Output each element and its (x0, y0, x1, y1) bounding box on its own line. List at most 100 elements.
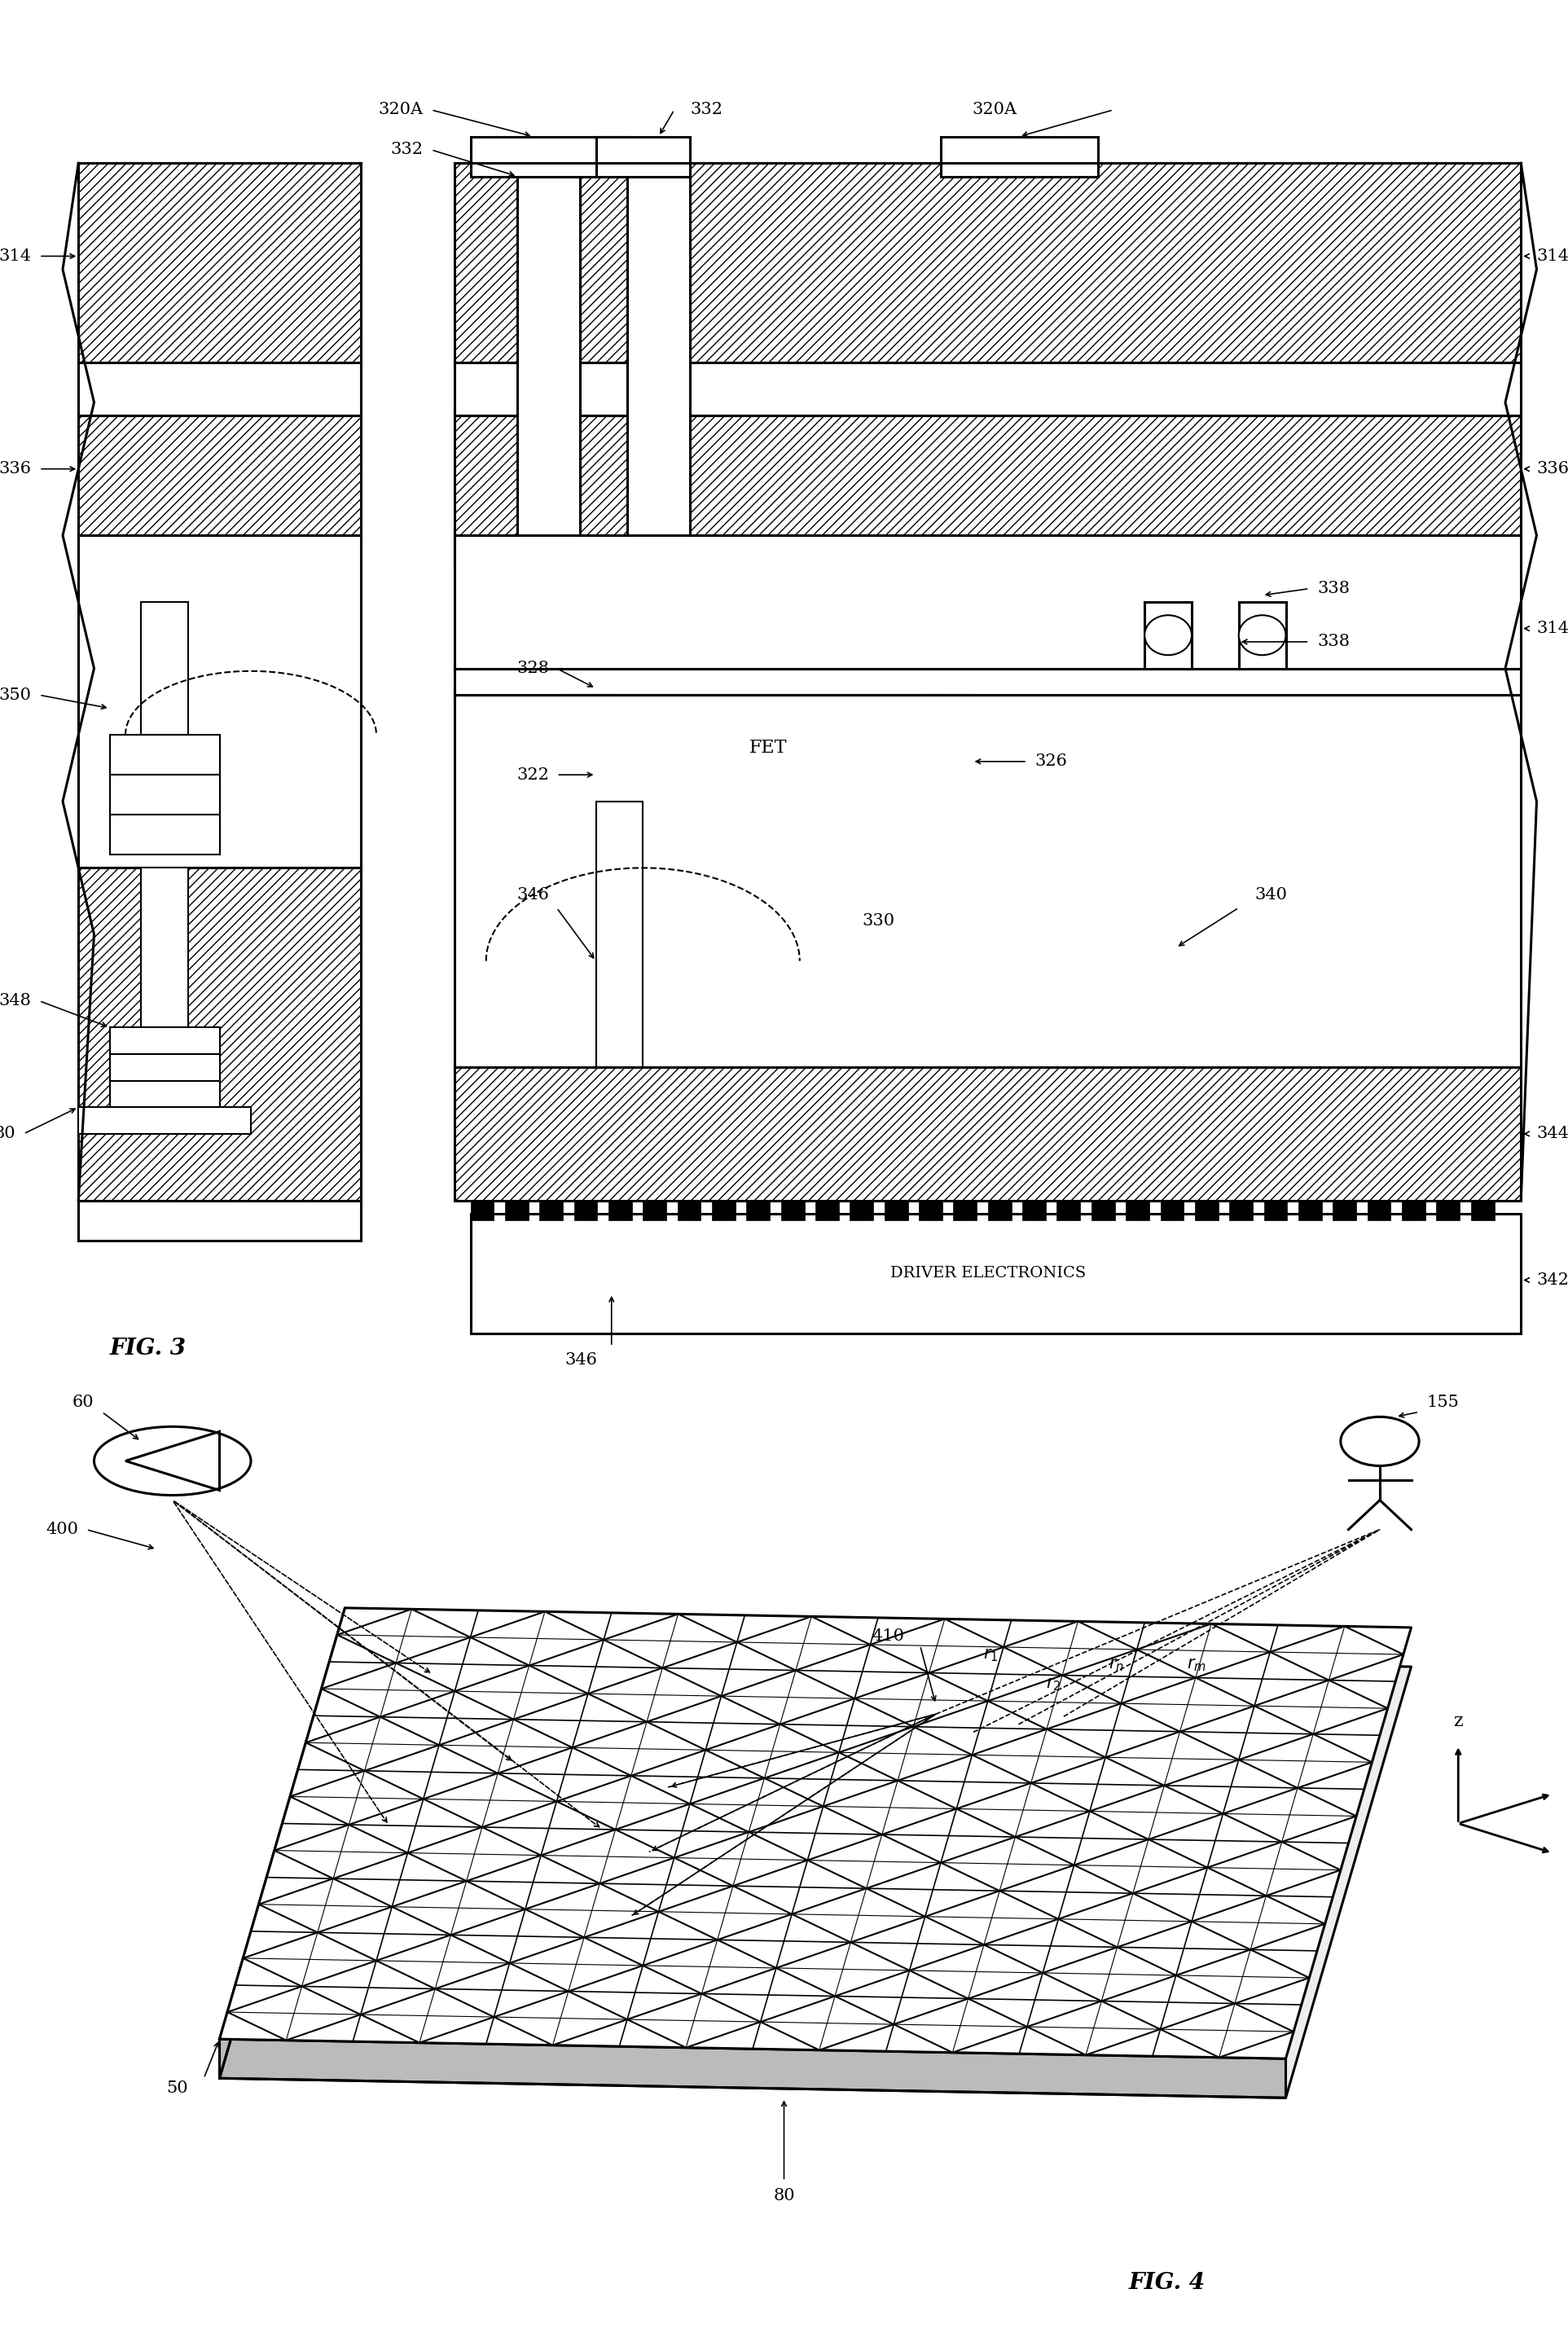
Text: 155: 155 (1427, 1395, 1460, 1409)
Bar (470, 135, 627, 177)
Text: 400: 400 (45, 1521, 78, 1537)
Bar (110, 1027, 220, 1055)
Polygon shape (439, 1719, 572, 1773)
Text: 332: 332 (690, 103, 723, 117)
Polygon shape (823, 1780, 956, 1834)
Text: 80: 80 (773, 2188, 795, 2205)
Text: 338: 338 (1317, 581, 1350, 597)
Polygon shape (894, 1999, 1027, 2053)
Polygon shape (855, 1673, 988, 1726)
Polygon shape (290, 1771, 423, 1824)
Text: 320A: 320A (972, 103, 1018, 117)
Circle shape (1145, 616, 1192, 656)
Text: 332: 332 (390, 142, 423, 159)
Polygon shape (1105, 1731, 1239, 1785)
Bar (925, 695, 972, 828)
Polygon shape (909, 1946, 1043, 1999)
Polygon shape (1137, 1624, 1270, 1677)
Bar (110, 1080, 220, 1108)
Polygon shape (1121, 1677, 1254, 1731)
Bar (953, 1199, 977, 1220)
Text: 314: 314 (1537, 247, 1568, 264)
Polygon shape (604, 1614, 737, 1668)
Bar (470, 1199, 494, 1220)
Polygon shape (1192, 1897, 1325, 1950)
Bar (78, 1199, 361, 1241)
Polygon shape (792, 1887, 925, 1943)
Bar (1239, 602, 1286, 667)
Bar (78, 362, 361, 415)
Bar (141, 602, 188, 735)
Bar (470, 1213, 1521, 1332)
Text: 50: 50 (166, 2081, 188, 2095)
Bar (643, 1199, 666, 1220)
Bar (455, 415, 1521, 534)
Polygon shape (306, 1717, 439, 1771)
Bar (1160, 1199, 1184, 1220)
Polygon shape (988, 1675, 1121, 1729)
Circle shape (1341, 1416, 1419, 1465)
Polygon shape (721, 1670, 855, 1724)
Text: 346: 346 (516, 887, 549, 903)
Text: 342: 342 (1537, 1271, 1568, 1288)
Bar (1471, 1199, 1494, 1220)
Bar (517, 163, 580, 562)
Bar (110, 1055, 220, 1080)
Polygon shape (259, 1878, 392, 1932)
Polygon shape (220, 1607, 1411, 2058)
Bar (141, 868, 188, 1027)
Bar (564, 695, 612, 828)
Bar (505, 1199, 528, 1220)
Text: 314: 314 (1537, 621, 1568, 637)
Polygon shape (1043, 1948, 1176, 2002)
Bar (1264, 1199, 1287, 1220)
Text: 328: 328 (516, 660, 549, 677)
Polygon shape (1223, 1787, 1356, 1841)
Text: z: z (1454, 1712, 1463, 1731)
Bar (1113, 534, 1521, 667)
Polygon shape (1090, 1785, 1223, 1838)
Bar (1333, 1199, 1356, 1220)
Polygon shape (808, 1834, 941, 1887)
Text: FIG. 4: FIG. 4 (1129, 2272, 1206, 2293)
Bar (1367, 1199, 1391, 1220)
Polygon shape (392, 1880, 525, 1934)
Bar (455, 695, 1521, 1066)
Polygon shape (408, 1827, 541, 1880)
Text: 330: 330 (862, 912, 895, 929)
Bar (455, 362, 1521, 415)
Polygon shape (941, 1836, 1074, 1890)
Polygon shape (1270, 1626, 1403, 1680)
Bar (746, 1199, 770, 1220)
Text: 314: 314 (0, 247, 31, 264)
Text: 344: 344 (1537, 1127, 1568, 1141)
Polygon shape (737, 1617, 870, 1670)
Polygon shape (760, 1997, 894, 2051)
Bar (596, 695, 941, 800)
Polygon shape (1027, 2002, 1160, 2055)
Polygon shape (588, 1668, 721, 1722)
Text: $r_m$: $r_m$ (1187, 1656, 1206, 1673)
Bar (455, 1066, 1521, 1199)
Bar (110, 814, 220, 854)
Polygon shape (525, 1883, 659, 1936)
Polygon shape (243, 1932, 376, 1985)
Polygon shape (220, 1607, 345, 2079)
Polygon shape (690, 1778, 823, 1831)
Polygon shape (125, 1432, 220, 1491)
Text: 348: 348 (0, 994, 31, 1008)
Bar (1145, 602, 1192, 667)
Polygon shape (627, 1995, 760, 2048)
Polygon shape (659, 1885, 792, 1939)
Polygon shape (1004, 1621, 1137, 1675)
Polygon shape (274, 1824, 408, 1878)
Polygon shape (494, 1992, 627, 2046)
Bar (539, 1199, 563, 1220)
Bar (1229, 1199, 1253, 1220)
Text: 326: 326 (1035, 754, 1068, 770)
Bar (1126, 1199, 1149, 1220)
Bar (1402, 1199, 1425, 1220)
Bar (596, 135, 690, 177)
Polygon shape (470, 1612, 604, 1666)
Bar (988, 1199, 1011, 1220)
